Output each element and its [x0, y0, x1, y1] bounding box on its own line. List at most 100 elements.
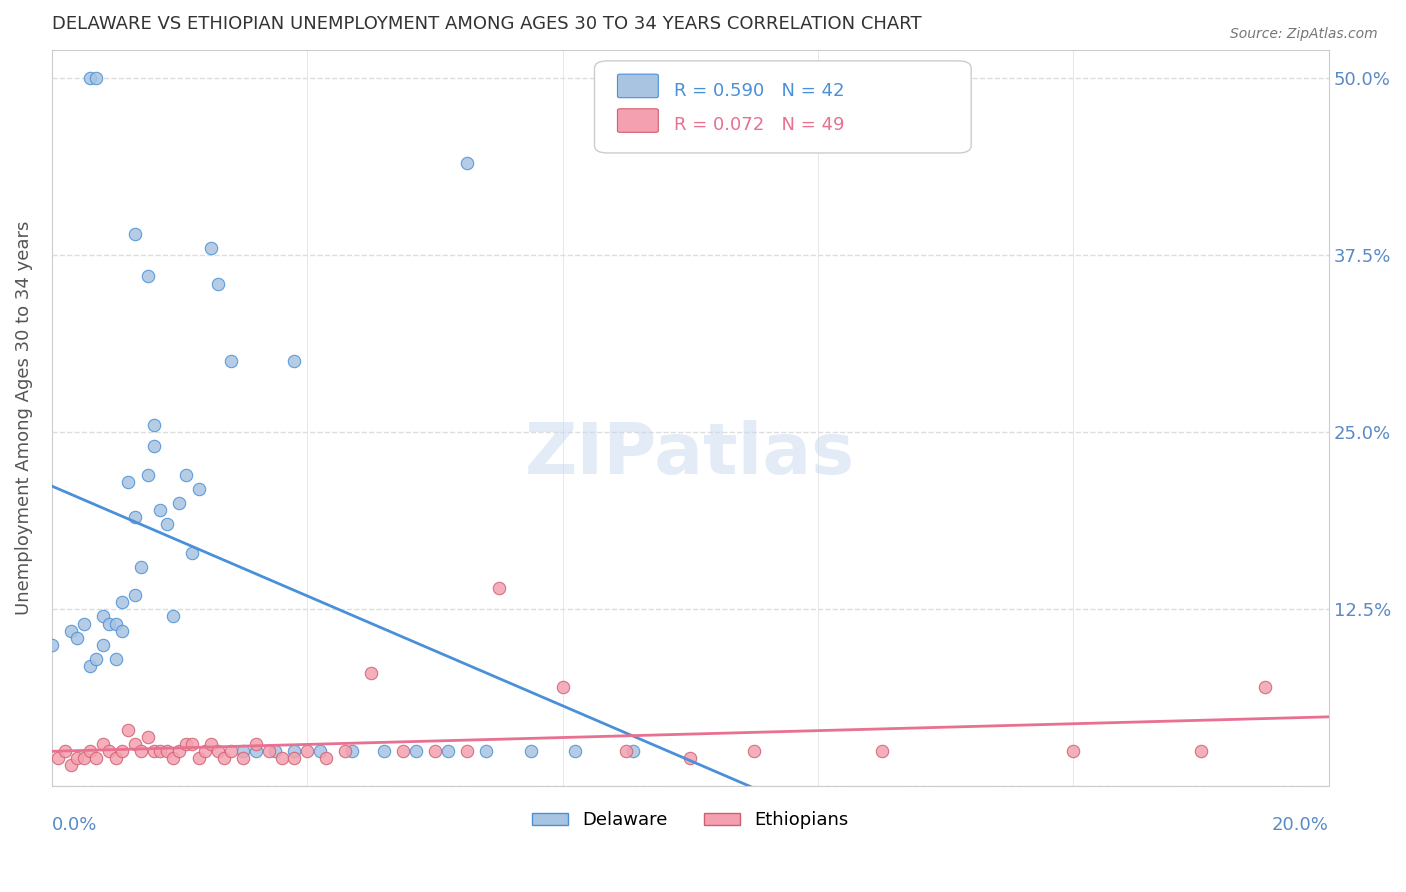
Point [742, 744, 765, 758]
Point [194, 744, 217, 758]
Point [1189, 744, 1212, 758]
Point [136, 730, 159, 744]
Point [373, 744, 395, 758]
Point [129, 744, 152, 758]
Point [187, 482, 209, 496]
Point [73, 616, 96, 631]
Point [53, 744, 76, 758]
FancyBboxPatch shape [595, 61, 972, 153]
Point [79, 71, 101, 86]
Point [456, 744, 478, 758]
Point [149, 744, 172, 758]
Point [136, 269, 159, 284]
Point [1062, 744, 1084, 758]
Point [142, 418, 165, 433]
Point [270, 751, 292, 765]
Point [136, 467, 159, 482]
Legend: Delaware, Ethiopians: Delaware, Ethiopians [524, 804, 856, 837]
Point [91, 737, 114, 751]
Y-axis label: Unemployment Among Ages 30 to 34 years: Unemployment Among Ages 30 to 34 years [15, 221, 32, 615]
Point [870, 744, 893, 758]
Point [283, 354, 305, 368]
Point [46, 751, 69, 765]
Point [309, 744, 332, 758]
Point [257, 744, 280, 758]
Point [232, 744, 254, 758]
Point [124, 588, 146, 602]
Point [169, 744, 191, 758]
Point [245, 737, 267, 751]
Point [79, 744, 101, 758]
Point [91, 609, 114, 624]
Point [200, 241, 222, 255]
Point [98, 616, 121, 631]
Point [129, 560, 152, 574]
Point [475, 744, 498, 758]
Point [181, 546, 204, 560]
Point [59, 758, 82, 772]
Text: R = 0.590   N = 42: R = 0.590 N = 42 [673, 81, 844, 100]
Point [104, 616, 127, 631]
Point [124, 510, 146, 524]
Text: R = 0.072   N = 49: R = 0.072 N = 49 [673, 116, 844, 134]
Point [142, 744, 165, 758]
Point [488, 581, 510, 595]
Point [212, 751, 235, 765]
Point [456, 156, 478, 170]
Point [91, 638, 114, 652]
Text: 0.0%: 0.0% [52, 816, 97, 834]
FancyBboxPatch shape [617, 109, 658, 132]
Point [162, 751, 184, 765]
Point [564, 744, 586, 758]
Point [616, 744, 638, 758]
Point [117, 723, 139, 737]
Point [124, 227, 146, 241]
Point [41, 638, 63, 652]
Point [59, 624, 82, 638]
Point [219, 744, 242, 758]
Point [111, 744, 134, 758]
Point [174, 737, 197, 751]
Point [86, 71, 108, 86]
Point [436, 744, 458, 758]
Point [1254, 681, 1277, 695]
Point [73, 751, 96, 765]
Point [392, 744, 415, 758]
Point [621, 744, 644, 758]
FancyBboxPatch shape [617, 74, 658, 98]
Point [315, 751, 337, 765]
Point [156, 744, 179, 758]
Point [219, 354, 242, 368]
Point [207, 744, 229, 758]
Point [86, 652, 108, 666]
Point [335, 744, 357, 758]
Text: DELAWARE VS ETHIOPIAN UNEMPLOYMENT AMONG AGES 30 TO 34 YEARS CORRELATION CHART: DELAWARE VS ETHIOPIAN UNEMPLOYMENT AMONG… [52, 15, 921, 33]
Point [232, 751, 254, 765]
Text: Source: ZipAtlas.com: Source: ZipAtlas.com [1230, 27, 1378, 41]
Point [162, 609, 184, 624]
Point [405, 744, 427, 758]
Point [117, 475, 139, 489]
Point [283, 751, 305, 765]
Point [111, 624, 134, 638]
Point [79, 659, 101, 673]
Point [98, 744, 121, 758]
Point [551, 681, 574, 695]
Point [181, 737, 204, 751]
Point [142, 440, 165, 454]
Point [104, 652, 127, 666]
Point [264, 744, 287, 758]
Point [245, 744, 267, 758]
Point [169, 496, 191, 510]
Text: 20.0%: 20.0% [1272, 816, 1329, 834]
Point [104, 751, 127, 765]
Point [360, 666, 382, 681]
Point [283, 744, 305, 758]
Point [149, 503, 172, 517]
Point [295, 744, 318, 758]
Point [187, 751, 209, 765]
Point [174, 467, 197, 482]
Point [86, 751, 108, 765]
Point [66, 631, 89, 645]
Point [679, 751, 702, 765]
